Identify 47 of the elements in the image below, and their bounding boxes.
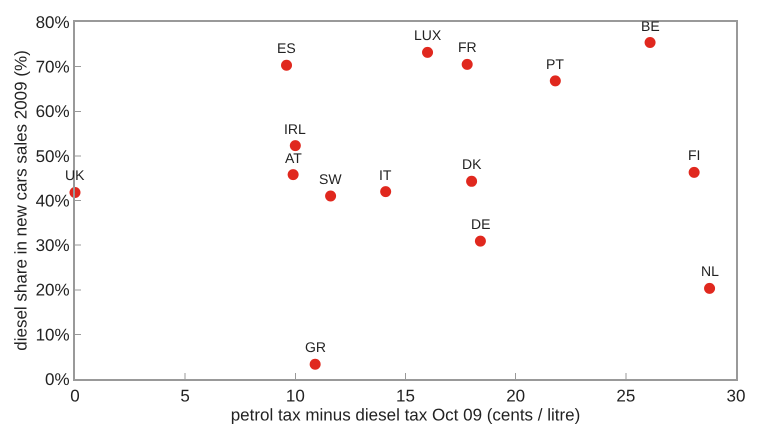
annotation: PT xyxy=(546,56,564,72)
annotation: NL xyxy=(701,263,720,279)
annotation: UK xyxy=(65,167,86,183)
y-tick-label: 20% xyxy=(36,280,70,300)
annotation: IRL xyxy=(284,121,306,137)
y-tick-label: 50% xyxy=(36,146,70,166)
point xyxy=(380,186,392,198)
x-tick-label: 0 xyxy=(70,386,80,406)
y-tick-label: 70% xyxy=(36,58,70,77)
x-tick-label: 25 xyxy=(616,386,636,406)
annotation: FR xyxy=(458,39,477,55)
annotation: BE xyxy=(641,18,660,34)
point xyxy=(462,58,473,70)
y-tick-label: 40% xyxy=(36,191,70,210)
annotation: IT xyxy=(379,167,392,183)
point xyxy=(704,282,716,294)
x-tick-label: 5 xyxy=(180,386,190,406)
y-axis-title: diesel share in new cars sales 2009 (%) xyxy=(12,50,31,351)
annotation: ES xyxy=(277,40,296,56)
x-tick-label: 20 xyxy=(506,386,526,406)
point xyxy=(422,46,434,58)
point xyxy=(550,75,561,86)
y-tick-label: 60% xyxy=(36,102,70,122)
annotation: AT xyxy=(285,150,302,166)
annotation: LUX xyxy=(414,27,442,43)
annotation: SW xyxy=(319,171,342,187)
point xyxy=(474,236,486,247)
point xyxy=(466,176,478,187)
annotation: FI xyxy=(688,147,700,163)
point xyxy=(325,190,336,202)
x-tick-label: 15 xyxy=(396,386,415,406)
point xyxy=(290,140,301,152)
point xyxy=(281,60,292,71)
y-tick-label: 80% xyxy=(36,12,70,32)
annotation: DE xyxy=(471,216,490,232)
point xyxy=(644,37,656,48)
x-tick-label: 30 xyxy=(726,386,746,406)
point xyxy=(688,166,700,178)
y-tick-label: 30% xyxy=(36,236,70,256)
x-tick-label: 10 xyxy=(286,386,305,406)
y-tick-label: 0% xyxy=(45,370,70,389)
annotation: GR xyxy=(305,339,326,355)
y-tick-label: 10% xyxy=(36,325,70,344)
point xyxy=(310,358,321,370)
annotation: DK xyxy=(462,156,482,172)
x-axis-title: petrol tax minus diesel tax Oct 09 (cents / litre) xyxy=(230,405,580,424)
point xyxy=(288,169,299,180)
